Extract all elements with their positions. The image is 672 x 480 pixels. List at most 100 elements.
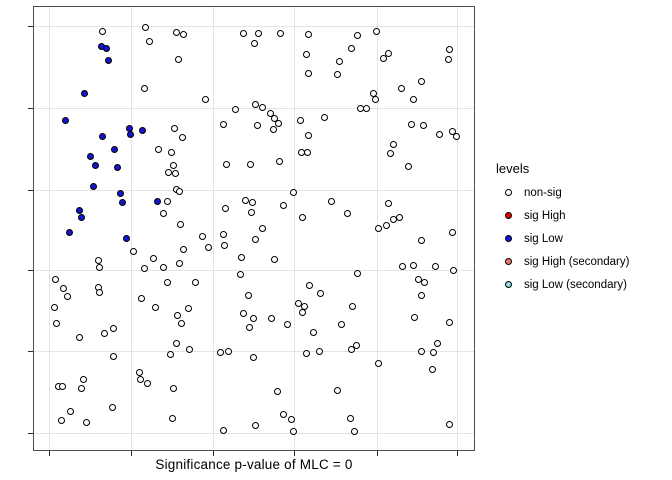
- point-non-sig: [160, 210, 167, 217]
- point-non-sig: [328, 198, 335, 205]
- x-axis-tick: [131, 451, 132, 456]
- point-non-sig: [418, 237, 425, 244]
- point-non-sig: [95, 257, 102, 264]
- point-non-sig: [280, 202, 287, 209]
- legend-item-label: sig High: [524, 209, 566, 222]
- horizontal-gridline: [34, 351, 474, 352]
- point-non-sig: [297, 117, 304, 124]
- point-non-sig: [164, 279, 171, 286]
- point-non-sig: [167, 351, 174, 358]
- point-non-sig: [274, 388, 281, 395]
- point-non-sig: [174, 312, 181, 319]
- sig-low-swatch-icon: [505, 235, 512, 242]
- vertical-gridline: [131, 7, 132, 450]
- point-sig-low: [76, 207, 83, 214]
- point-sig-low: [87, 153, 94, 160]
- point-non-sig: [372, 96, 379, 103]
- legend-item-label: sig High (secondary): [524, 255, 630, 268]
- point-non-sig: [67, 408, 74, 415]
- point-non-sig: [141, 265, 148, 272]
- point-non-sig: [348, 346, 355, 353]
- point-non-sig: [250, 315, 257, 322]
- point-non-sig: [290, 189, 297, 196]
- point-non-sig: [380, 55, 387, 62]
- point-non-sig: [418, 348, 425, 355]
- point-sig-low: [81, 90, 88, 97]
- y-axis-tick: [28, 433, 33, 434]
- point-non-sig: [168, 149, 175, 156]
- point-non-sig: [254, 122, 261, 129]
- legend-item-non-sig: non-sig: [490, 181, 629, 204]
- point-non-sig: [247, 161, 254, 168]
- point-non-sig: [52, 276, 59, 283]
- point-non-sig: [259, 104, 266, 111]
- point-sig-low: [92, 162, 99, 169]
- point-non-sig: [78, 385, 85, 392]
- point-non-sig: [251, 40, 258, 47]
- point-non-sig: [277, 30, 284, 37]
- point-non-sig: [429, 366, 436, 373]
- point-non-sig: [175, 56, 182, 63]
- point-non-sig: [349, 303, 356, 310]
- point-non-sig: [334, 387, 341, 394]
- point-non-sig: [170, 162, 177, 169]
- point-non-sig: [101, 330, 108, 337]
- point-non-sig: [252, 236, 259, 243]
- point-non-sig: [96, 289, 103, 296]
- point-non-sig: [59, 383, 66, 390]
- point-non-sig: [354, 270, 361, 277]
- point-non-sig: [96, 264, 103, 271]
- point-non-sig: [299, 214, 306, 221]
- point-non-sig: [385, 50, 392, 57]
- vertical-gridline: [457, 7, 458, 450]
- point-non-sig: [304, 149, 311, 156]
- legend-item-sig-low: sig Low: [490, 227, 629, 250]
- point-non-sig: [399, 263, 406, 270]
- point-non-sig: [446, 421, 453, 428]
- vertical-gridline: [213, 7, 214, 450]
- point-non-sig: [316, 348, 323, 355]
- point-non-sig: [178, 320, 185, 327]
- point-non-sig: [430, 349, 437, 356]
- point-non-sig: [270, 126, 277, 133]
- point-non-sig: [179, 134, 186, 141]
- point-non-sig: [202, 96, 209, 103]
- point-non-sig: [436, 131, 443, 138]
- point-non-sig: [410, 262, 417, 269]
- point-sig-low: [123, 235, 130, 242]
- point-non-sig: [344, 210, 351, 217]
- horizontal-gridline: [34, 190, 474, 191]
- point-non-sig: [390, 141, 397, 148]
- point-non-sig: [271, 115, 278, 122]
- x-axis-tick: [294, 451, 295, 456]
- point-non-sig: [310, 329, 317, 336]
- point-non-sig: [60, 285, 67, 292]
- point-non-sig: [276, 158, 283, 165]
- point-non-sig: [246, 324, 253, 331]
- point-non-sig: [432, 263, 439, 270]
- point-non-sig: [169, 415, 176, 422]
- point-sig-low: [139, 127, 146, 134]
- point-non-sig: [449, 128, 456, 135]
- point-non-sig: [109, 404, 116, 411]
- point-non-sig: [305, 70, 312, 77]
- x-axis-tick: [457, 451, 458, 456]
- point-non-sig: [280, 411, 287, 418]
- point-non-sig: [238, 254, 245, 261]
- point-non-sig: [449, 229, 456, 236]
- point-non-sig: [334, 71, 341, 78]
- vertical-gridline: [49, 7, 50, 450]
- point-non-sig: [173, 340, 180, 347]
- point-non-sig: [405, 163, 412, 170]
- point-non-sig: [373, 28, 380, 35]
- x-axis-tick: [377, 451, 378, 456]
- legend-title: levels: [496, 161, 530, 176]
- sig-high-swatch-icon: [505, 212, 512, 219]
- point-sig-low: [103, 45, 110, 52]
- point-non-sig: [418, 78, 425, 85]
- point-non-sig: [144, 380, 151, 387]
- x-axis-label: Significance p-value of MLC = 0: [155, 457, 353, 472]
- point-non-sig: [53, 320, 60, 327]
- x-axis-tick: [49, 451, 50, 456]
- point-non-sig: [176, 260, 183, 267]
